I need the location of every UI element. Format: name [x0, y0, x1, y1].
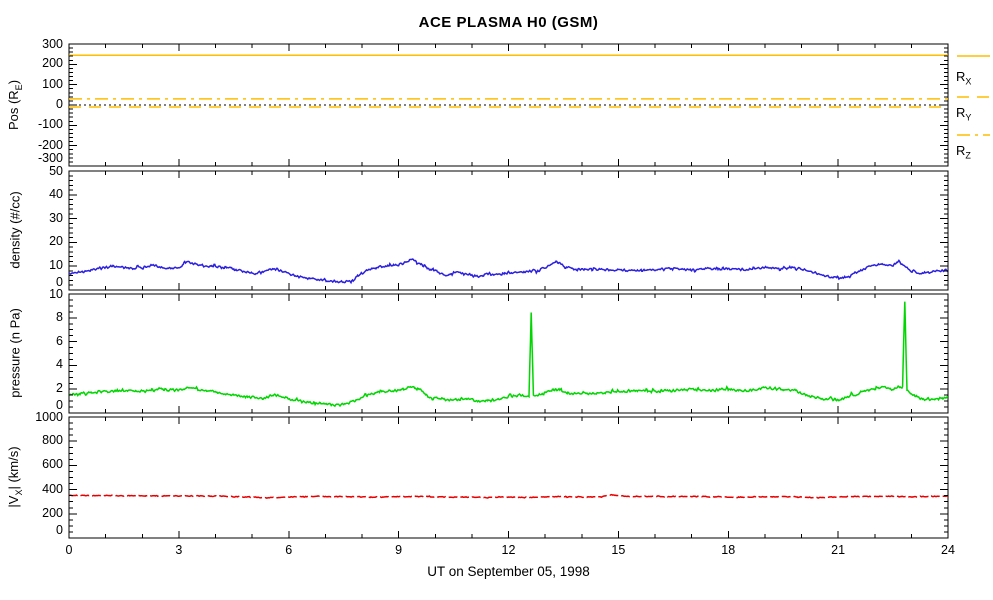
y-tick-label-velocity: 0 — [56, 523, 63, 537]
y-tick-label-velocity: 1000 — [35, 410, 63, 424]
y-axis-label-density-text: density (#/cc) — [7, 191, 23, 269]
y-tick-label-position: -300 — [37, 151, 63, 165]
y-tick-label-pressure: 4 — [56, 357, 63, 372]
y-tick-label-position: -200 — [37, 137, 63, 152]
series-density-line — [69, 258, 948, 285]
y-tick-label-density: 40 — [49, 186, 63, 201]
y-tick-label-pressure: 6 — [56, 333, 63, 348]
y-tick-label-density: 20 — [49, 234, 63, 249]
y-tick-label-density: 30 — [49, 210, 63, 225]
x-tick-label: 21 — [831, 543, 846, 557]
panel-border-velocity — [68, 416, 949, 539]
y-axis-label-density: density (#/cc) — [8, 191, 23, 268]
y-tick-label-velocity: 800 — [42, 433, 63, 448]
chart-title: ACE PLASMA H0 (GSM) — [418, 14, 599, 31]
x-tick-label: 6 — [285, 543, 293, 557]
y-tick-label-position: -100 — [37, 117, 63, 132]
x-tick-label: 0 — [65, 543, 73, 557]
x-tick-label: 18 — [721, 543, 736, 557]
series-pressure-line — [69, 301, 948, 408]
y-tick-label-density: 0 — [56, 275, 63, 289]
y-tick-label-position: 100 — [42, 76, 63, 91]
x-tick-label: 9 — [395, 543, 403, 557]
y-tick-label-velocity: 200 — [42, 505, 63, 520]
legend-label-rx: RX — [956, 69, 972, 87]
y-tick-label-position: 200 — [42, 56, 63, 71]
series-velocity-line — [69, 493, 948, 500]
y-tick-label-pressure: 0 — [56, 398, 63, 412]
y-tick-label-pressure: 2 — [56, 381, 63, 396]
y-tick-label-position: 300 — [42, 37, 63, 51]
legend-label-ry: RY — [956, 105, 972, 123]
x-tick-label: 3 — [175, 543, 183, 557]
y-tick-label-velocity: 600 — [42, 457, 63, 472]
x-axis-label: UT on September 05, 1998 — [427, 564, 590, 579]
x-tick-label: 24 — [941, 543, 955, 557]
x-tick-label: 15 — [611, 543, 626, 557]
y-tick-label-pressure: 8 — [56, 309, 63, 324]
legend-label-rz: RZ — [956, 143, 971, 161]
y-tick-label-density: 10 — [49, 258, 63, 273]
y-tick-label-position: 0 — [56, 97, 63, 111]
y-tick-label-velocity: 400 — [42, 481, 63, 496]
y-tick-label-pressure: 10 — [49, 287, 63, 301]
y-axis-label-velocity: |VX| (km/s) — [6, 446, 24, 507]
x-tick-label: 12 — [501, 543, 516, 557]
y-tick-label-density: 50 — [49, 164, 63, 178]
